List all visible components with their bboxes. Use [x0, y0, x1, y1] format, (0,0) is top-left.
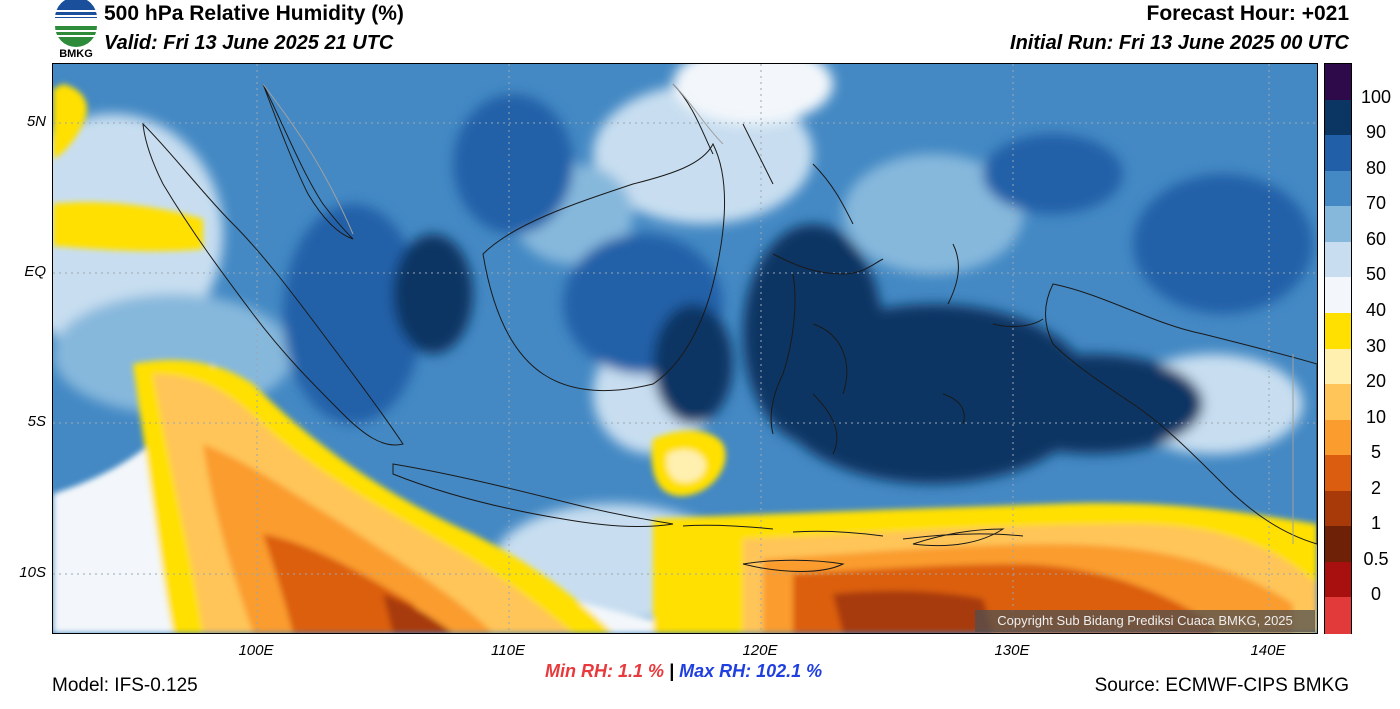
lat-label-5n: 5N: [26, 113, 46, 130]
max-rh: Max RH: 102.1 %: [679, 661, 823, 681]
colorbar-segment: [1325, 597, 1351, 634]
coastlines: [142, 83, 1317, 572]
lon-label-130e: 130E: [994, 642, 1030, 659]
colorbar-segment: [1325, 99, 1351, 136]
colorbar-label: 5: [1370, 442, 1381, 463]
bmkg-logo: [55, 0, 97, 47]
lon-label-110e: 110E: [491, 642, 525, 659]
colorbar-label: 80: [1365, 157, 1387, 178]
colorbar-label: 60: [1365, 228, 1387, 249]
colorbar-segment: [1325, 526, 1351, 563]
colorbar-label: 1: [1370, 513, 1381, 534]
colorbar-segment: [1325, 312, 1351, 349]
colorbar-label: 40: [1365, 299, 1387, 320]
logo-text: BMKG: [59, 48, 93, 60]
stats-separator: |: [669, 661, 675, 681]
colorbar-segment: [1325, 561, 1351, 598]
map-title: 500 hPa Relative Humidity (%): [104, 2, 404, 25]
colorbar-label: 100: [1360, 86, 1392, 107]
colorbar-label: 90: [1365, 122, 1387, 143]
colorbar-label: 50: [1365, 264, 1387, 285]
model-name: Model: IFS-0.125: [52, 675, 198, 696]
colorbar-segment: [1325, 455, 1351, 492]
colorbar-label: 0: [1370, 584, 1381, 605]
colorbar-label: 30: [1365, 335, 1387, 356]
valid-time: Valid: Fri 13 June 2025 21 UTC: [104, 32, 394, 54]
humidity-field: [53, 64, 1317, 633]
forecast-hour: Forecast Hour: +021: [1146, 2, 1350, 25]
colorbar-segment: [1325, 64, 1351, 101]
colorbar-segment: [1325, 419, 1351, 456]
lon-label-120e: 120E: [742, 642, 778, 659]
colorbar-label: 10: [1365, 406, 1387, 427]
colorbar-segment: [1325, 348, 1351, 385]
colorbar-segment: [1325, 170, 1351, 207]
colorbar-label: 70: [1365, 193, 1387, 214]
lon-label-140e: 140E: [1250, 642, 1286, 659]
colorbar-segment: [1325, 241, 1351, 278]
colorbar-label: 20: [1365, 371, 1387, 392]
colorbar-segment: [1325, 384, 1351, 421]
humidity-map: [52, 63, 1318, 634]
min-rh: Min RH: 1.1 %: [545, 661, 665, 681]
lat-label-5s: 5S: [27, 413, 46, 430]
colorbar-segment: [1325, 490, 1351, 527]
colorbar-label: 2: [1370, 477, 1381, 498]
colorbar: [1324, 63, 1352, 634]
lon-label-100e: 100E: [238, 642, 274, 659]
colorbar-segment: [1325, 277, 1351, 314]
data-source: Source: ECMWF-CIPS BMKG: [1094, 675, 1349, 696]
colorbar-segment: [1325, 206, 1351, 243]
rh-stats: Min RH: 1.1 % | Max RH: 102.1 %: [545, 661, 822, 682]
colorbar-segment: [1325, 135, 1351, 172]
colorbar-label: 0.5: [1363, 548, 1389, 569]
initial-run: Initial Run: Fri 13 June 2025 00 UTC: [1010, 32, 1349, 54]
lat-label-10s: 10S: [19, 564, 46, 581]
lat-label-eq: EQ: [24, 263, 46, 280]
graticule: [53, 64, 1317, 633]
copyright-notice: Copyright Sub Bidang Prediksi Cuaca BMKG…: [975, 610, 1315, 632]
